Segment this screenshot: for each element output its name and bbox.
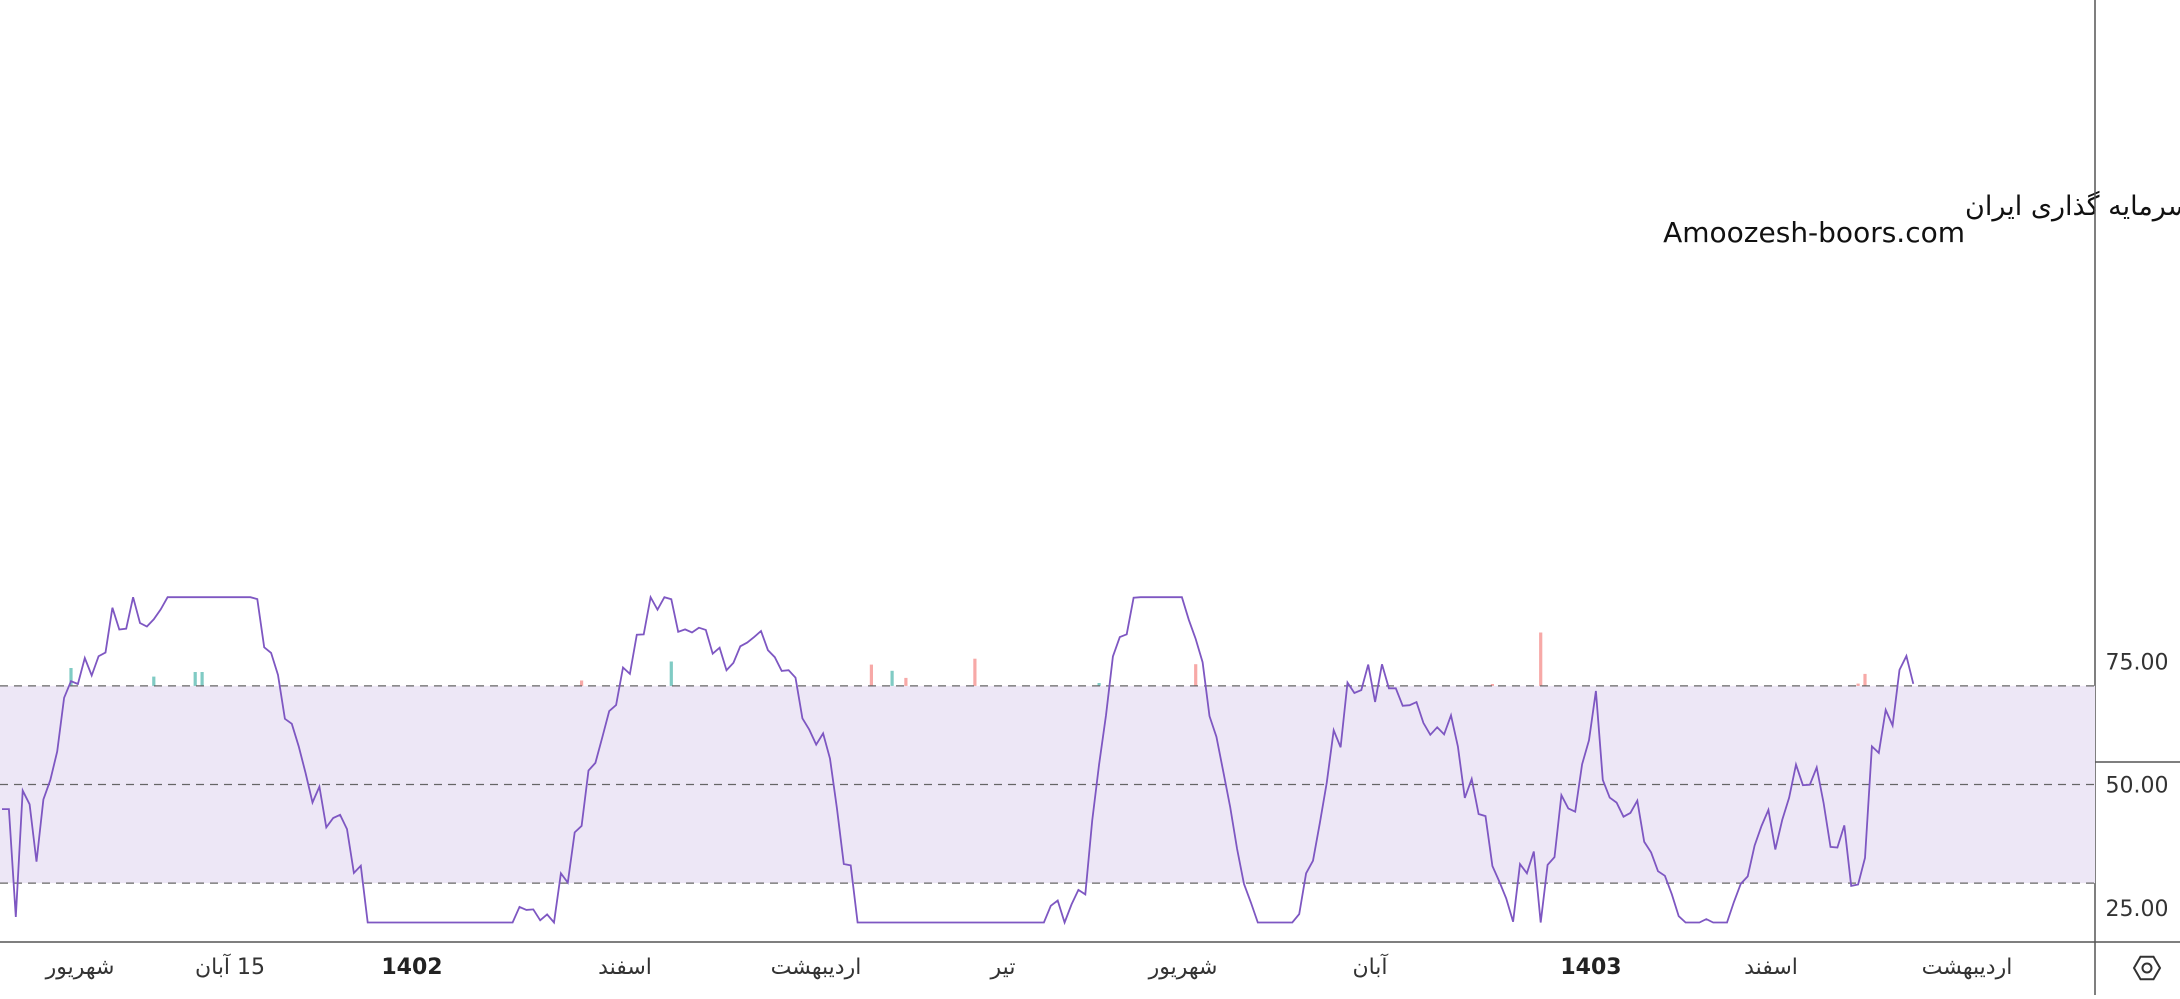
time-tick-label: آبان: [1352, 953, 1388, 980]
rsi-line: [2, 594, 1915, 926]
time-tick-label: اسفند: [1744, 955, 1798, 980]
watermark: انجمن خبرگان سرمایه گذاری ایران Amoozesh…: [1663, 190, 2180, 249]
time-tick-label: 1402: [381, 955, 442, 980]
settings-icon-wrap[interactable]: [2132, 955, 2162, 981]
rsi-tick-label: 75.00: [2106, 650, 2169, 675]
rsi-tick-label: 25.00: [2106, 897, 2169, 922]
time-tick-label: تیر: [990, 955, 1016, 980]
time-tick-label: شهریور: [45, 955, 115, 980]
watermark-line1: انجمن خبرگان سرمایه گذاری ایران: [1965, 190, 2180, 222]
settings-icon-hex: [2132, 955, 2162, 981]
time-tick-label: شهریور: [1148, 955, 1218, 980]
settings-icon: [2132, 955, 2162, 981]
settings-icon-core: [2141, 962, 2153, 974]
rsi-band: [0, 685, 2095, 884]
time-axis[interactable]: شهریور 15 آبان 1402 اسفند اردیبهشت تیر شهریور آ…: [45, 953, 2013, 980]
rsi-tick-label: 50.00: [2106, 774, 2169, 799]
time-tick-label: اسفند: [598, 955, 652, 980]
time-tick-label: اردیبهشت: [1922, 955, 2013, 980]
time-tick-label: 15 آبان: [195, 953, 265, 980]
rsi-pane: 75.00 50.00 25.00: [0, 594, 2169, 926]
watermark-line2: Amoozesh-boors.com: [1663, 216, 1965, 249]
time-tick-label: 1403: [1560, 955, 1621, 980]
time-tick-label: اردیبهشت: [771, 955, 862, 980]
